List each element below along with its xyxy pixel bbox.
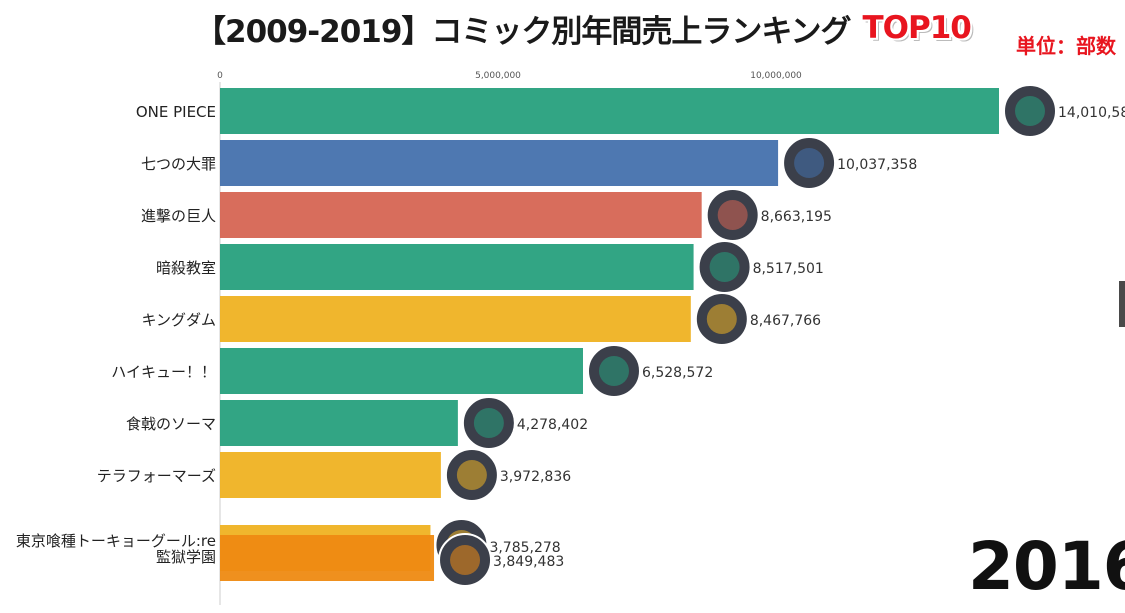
bar	[220, 88, 999, 134]
cover-thumbnail-accent	[450, 545, 481, 575]
bar-value-label: 14,010,58	[1058, 105, 1125, 121]
bar-value-label: 8,663,195	[761, 209, 832, 225]
unit-label: 単位：部数	[1016, 34, 1116, 58]
cover-thumbnail-accent	[706, 304, 737, 334]
bar-category-label: キングダム	[141, 311, 216, 329]
cover-thumbnail-accent	[794, 148, 825, 178]
year-label: 2016	[968, 528, 1125, 605]
bar-value-label: 4,278,402	[517, 417, 588, 433]
bar-category-label: 食戟のソーマ	[126, 415, 216, 433]
bar	[220, 400, 458, 446]
bar-group: ONE PIECE 14,010,58	[136, 84, 1125, 138]
cover-thumbnail-accent	[456, 460, 487, 490]
x-tick-label: 10,000,000	[750, 71, 802, 81]
bar-group: 食戟のソーマ 4,278,402	[126, 396, 588, 450]
bar-group: 監獄学園 3,849,483	[156, 533, 564, 587]
bar	[220, 452, 441, 498]
bar-group: 七つの大罪 10,037,358	[141, 136, 917, 190]
cover-thumbnail-accent	[473, 408, 504, 438]
bar-value-label: 8,517,501	[753, 261, 824, 277]
bar-category-label: 東京喰種トーキョーグール:re	[16, 532, 216, 550]
bar	[220, 296, 691, 342]
bar-value-label: 3,785,278	[489, 540, 560, 556]
bar-group: 進撃の巨人 8,663,195	[141, 188, 832, 242]
bar-value-label: 3,972,836	[500, 469, 571, 485]
cover-thumbnail-accent	[717, 200, 748, 230]
bar	[220, 348, 583, 394]
chart-title-text: 【2009-2019】コミック別年間売上ランキング	[195, 13, 851, 50]
bar	[220, 192, 702, 238]
cover-thumbnail-accent	[709, 252, 740, 282]
bar-value-label: 10,037,358	[837, 157, 917, 173]
bar-value-label: 3,849,483	[493, 554, 564, 570]
bar-category-label: テラフォーマーズ	[97, 467, 216, 485]
bar-category-label: 進撃の巨人	[141, 207, 216, 225]
bar-group: ハイキュー！！ 6,528,572	[111, 344, 713, 398]
bar	[220, 244, 694, 290]
chart-title-highlight: TOP10	[862, 10, 972, 46]
bar-category-label: 七つの大罪	[141, 155, 216, 173]
x-tick-label: 0	[217, 71, 223, 81]
bar-group: テラフォーマーズ 3,972,836	[97, 448, 571, 502]
bar-category-label: ONE PIECE	[136, 103, 216, 121]
cover-thumbnail-accent	[598, 356, 629, 386]
bar-value-label: 6,528,572	[642, 365, 713, 381]
bar-category-label: 暗殺教室	[156, 259, 216, 277]
bar-value-label: 8,467,766	[750, 313, 821, 329]
bar-group: キングダム 8,467,766	[141, 292, 821, 346]
bar	[220, 140, 779, 186]
cover-thumbnail-accent	[1015, 96, 1045, 126]
x-tick-label: 5,000,000	[475, 71, 521, 81]
bar	[220, 535, 435, 581]
bar-group: 暗殺教室 8,517,501	[156, 240, 824, 294]
bar-category-label: 監獄学園	[156, 548, 216, 566]
bar-category-label: ハイキュー！！	[111, 363, 216, 381]
side-scroll-tab[interactable]	[1119, 281, 1125, 327]
chart-title: 【2009-2019】コミック別年間売上ランキング TOP10	[195, 6, 972, 50]
